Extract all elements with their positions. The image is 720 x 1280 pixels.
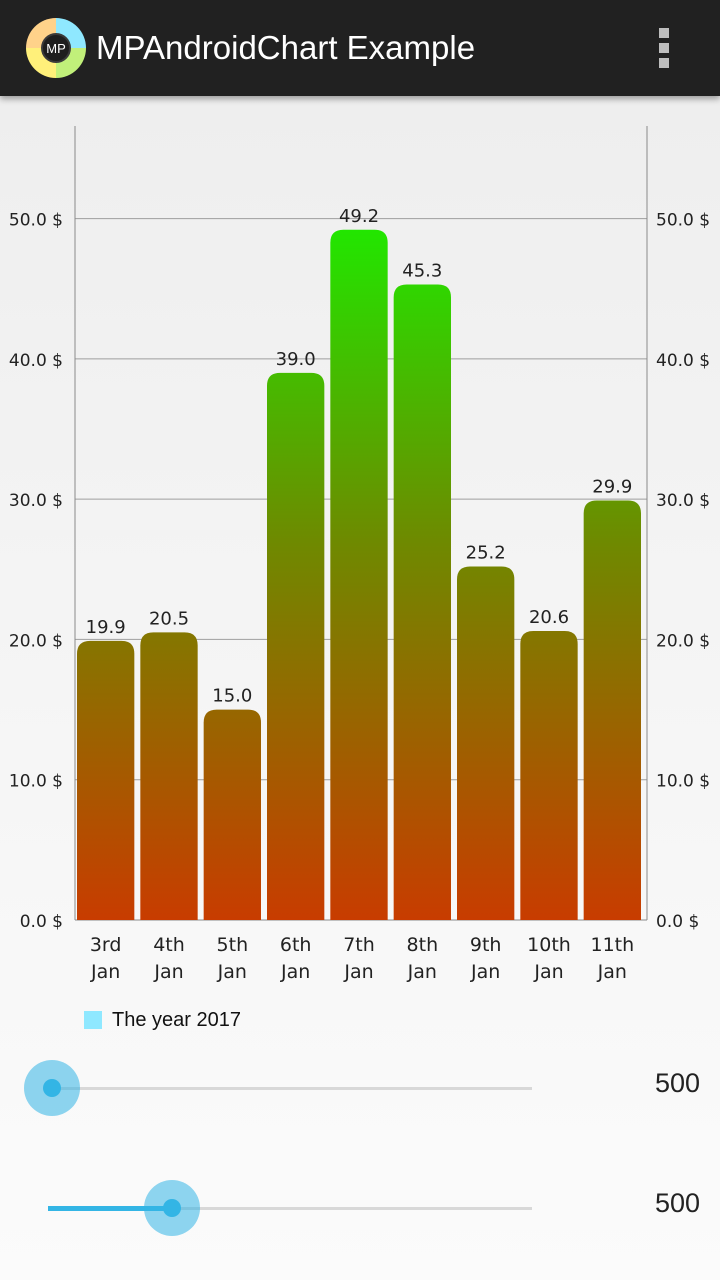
slider-track[interactable] xyxy=(52,1207,532,1210)
x-tick-label: 11th xyxy=(590,934,634,956)
slider-thumb[interactable] xyxy=(144,1180,200,1236)
y-tick-label-left: 10.0 $ xyxy=(9,772,63,792)
bar-value-label: 49.2 xyxy=(339,206,379,227)
x-tick-label: Jan xyxy=(407,961,437,983)
slider-x[interactable]: 500 xyxy=(0,1048,720,1128)
app-logo-icon: MP xyxy=(26,18,86,78)
slider-thumb[interactable] xyxy=(24,1060,80,1116)
bar-chart[interactable]: 0.0 $ 0.0 $ 10.0 $ 10.0 $ 20.0 $ 20.0 $ 30.0 $… xyxy=(0,96,720,996)
bar-value-label: 39.0 xyxy=(276,349,316,370)
bar-value-label: 25.2 xyxy=(466,542,506,563)
y-tick-label-left: 20.0 $ xyxy=(9,631,63,651)
x-tick-label: 4th xyxy=(153,934,185,956)
app-bar: MP MPAndroidChart Example xyxy=(0,0,720,96)
x-tick-label: 10th xyxy=(527,934,571,956)
y-tick-label-right: 10.0 $ xyxy=(656,772,710,792)
x-tick-label: 8th xyxy=(407,934,439,956)
slider-track[interactable] xyxy=(52,1087,532,1090)
bar-value-label: 45.3 xyxy=(402,261,442,282)
bar[interactable] xyxy=(457,566,515,920)
bar[interactable] xyxy=(583,500,641,920)
x-tick-label: Jan xyxy=(597,961,627,983)
x-tick-label: Jan xyxy=(470,961,500,983)
legend-swatch xyxy=(84,1011,102,1029)
x-tick-label: Jan xyxy=(90,961,120,983)
bar-value-label: 20.5 xyxy=(149,608,189,629)
y-tick-label-right: 40.0 $ xyxy=(656,351,710,371)
x-tick-label: Jan xyxy=(343,961,373,983)
slider-fill xyxy=(48,1206,172,1211)
x-tick-label: 5th xyxy=(217,934,249,956)
y-tick-label-left: 30.0 $ xyxy=(9,491,63,511)
bar[interactable] xyxy=(520,631,578,920)
bar[interactable] xyxy=(77,640,135,920)
y-tick-label-left: 0.0 $ xyxy=(20,912,63,932)
y-tick-label-right: 0.0 $ xyxy=(656,912,699,932)
slider-value: 500 xyxy=(654,1068,700,1098)
bar[interactable] xyxy=(267,372,325,920)
x-tick-label: Jan xyxy=(280,961,310,983)
app-title: MPAndroidChart Example xyxy=(96,29,476,66)
x-tick-label: 3rd xyxy=(90,934,122,956)
x-tick-label: 9th xyxy=(470,934,502,956)
y-tick-label-right: 50.0 $ xyxy=(656,211,710,231)
bar-value-label: 29.9 xyxy=(592,477,632,498)
x-tick-label: 6th xyxy=(280,934,312,956)
bar[interactable] xyxy=(140,632,198,920)
overflow-menu-icon[interactable] xyxy=(640,20,688,76)
app-logo-text: MP xyxy=(46,41,66,56)
bar[interactable] xyxy=(393,284,451,921)
legend-label: The year 2017 xyxy=(112,1009,241,1031)
y-tick-label-left: 50.0 $ xyxy=(9,211,63,231)
slider-y[interactable]: 500 xyxy=(0,1168,720,1248)
bar-value-label: 15.0 xyxy=(212,686,252,707)
bar[interactable] xyxy=(330,229,388,920)
y-tick-label-right: 20.0 $ xyxy=(656,631,710,651)
x-tick-label: Jan xyxy=(217,961,247,983)
x-tick-label: Jan xyxy=(153,961,183,983)
bar[interactable] xyxy=(203,709,261,920)
y-tick-label-right: 30.0 $ xyxy=(656,491,710,511)
bar-value-label: 19.9 xyxy=(86,617,126,638)
bar-value-label: 20.6 xyxy=(529,607,569,628)
x-tick-label: Jan xyxy=(533,961,563,983)
x-tick-label: 7th xyxy=(343,934,375,956)
slider-value: 500 xyxy=(654,1188,700,1218)
y-tick-label-left: 40.0 $ xyxy=(9,351,63,371)
